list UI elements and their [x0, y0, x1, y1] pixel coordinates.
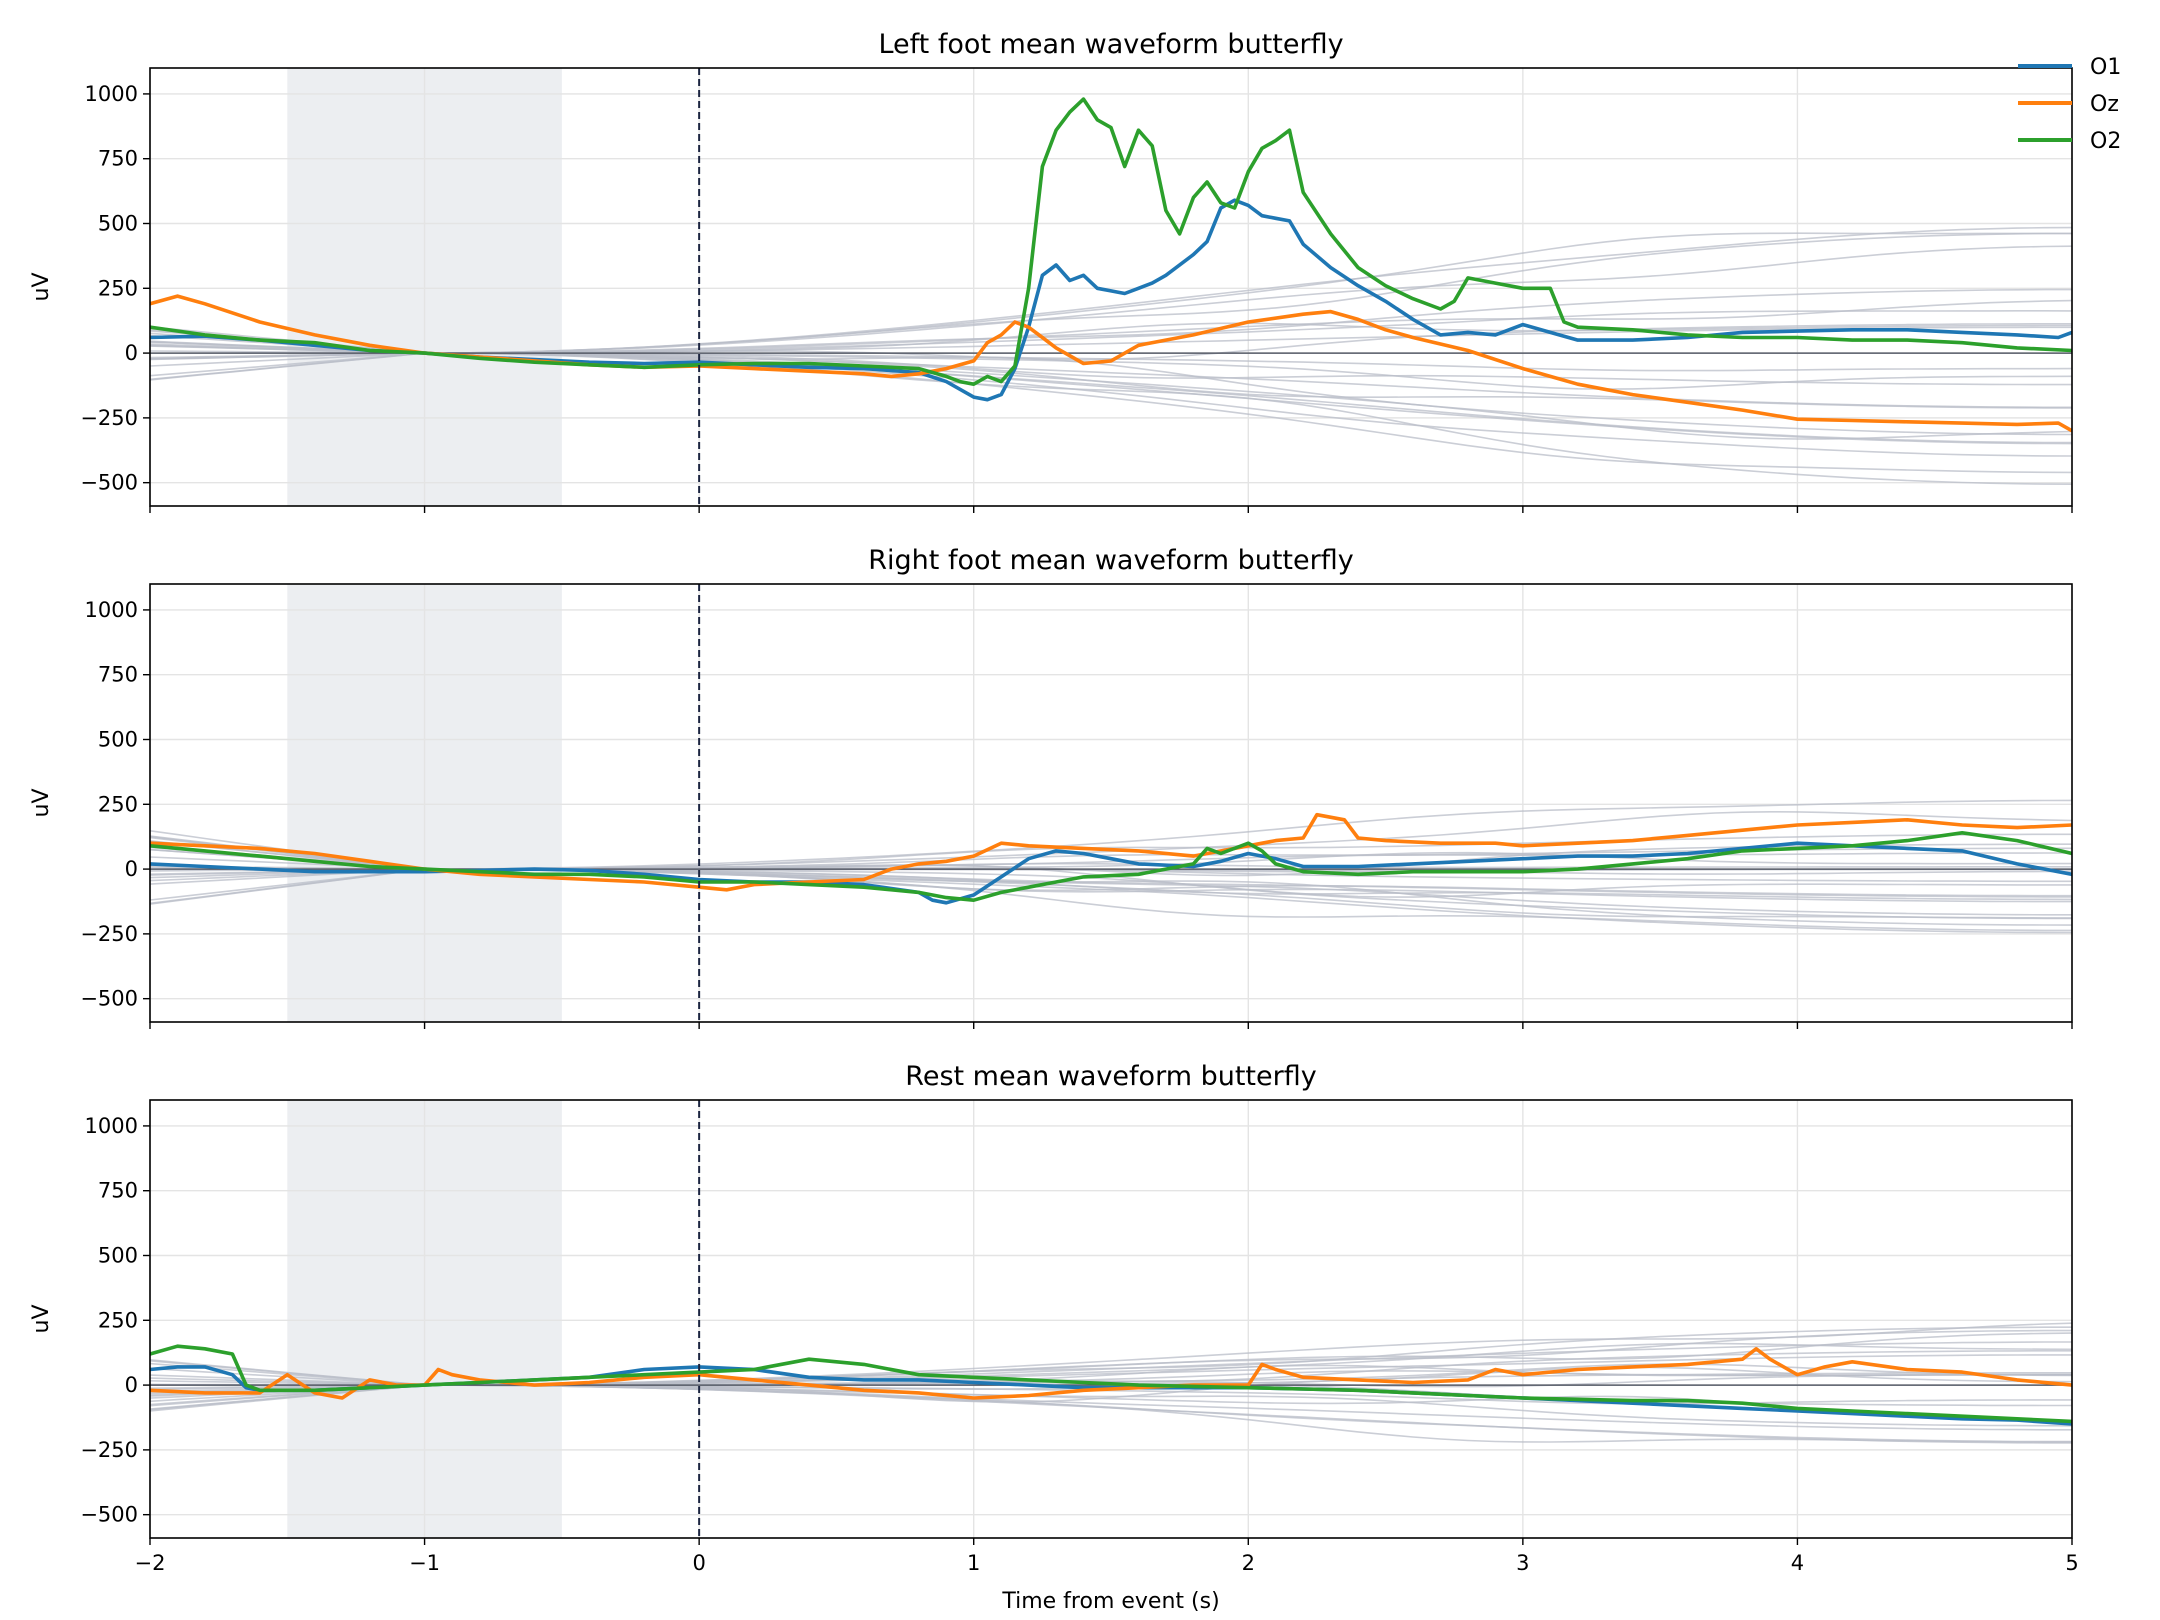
y-tick-label: 0 — [125, 341, 138, 365]
y-tick-label: 500 — [98, 1244, 138, 1268]
y-tick-label: 750 — [98, 147, 138, 171]
y-tick-label: 750 — [98, 663, 138, 687]
y-tick-label: 250 — [98, 792, 138, 816]
y-axis-label: uV — [29, 273, 54, 302]
x-tick-label: 0 — [692, 1551, 705, 1575]
panel-1: −500 −250 0 250 500 750 1000 uV Left foot mean w… — [29, 29, 2073, 513]
y-tick-label: −500 — [80, 471, 138, 495]
y-tick-label: 500 — [98, 212, 138, 236]
x-tick-label: 5 — [2065, 1551, 2078, 1575]
series-line-o2 — [150, 831, 2072, 902]
y-tick-label: 500 — [98, 728, 138, 752]
y-tick-label: 1000 — [85, 82, 138, 106]
x-tick-label: 2 — [1242, 1551, 1255, 1575]
plot-frame — [149, 583, 2073, 1023]
y-tick-label: −500 — [80, 1503, 138, 1527]
panel-title: Right foot mean waveform butterfly — [868, 545, 1353, 576]
highlighted-series — [150, 97, 2072, 433]
legend-label-o1: O1 — [2090, 55, 2121, 80]
panel-title: Rest mean waveform butterfly — [905, 1061, 1316, 1092]
x-tick-label: 1 — [967, 1551, 980, 1575]
y-tick-label: −250 — [80, 922, 138, 946]
y-axis-label: uV — [29, 789, 54, 818]
y-axis-label: uV — [29, 1305, 54, 1334]
y-tick-label: 0 — [125, 1373, 138, 1397]
x-tick-label: 3 — [1516, 1551, 1529, 1575]
y-tick-label: 250 — [98, 1308, 138, 1332]
y-tick-label: −250 — [80, 1438, 138, 1462]
series-line-o2 — [150, 97, 2072, 386]
x-tick-label: −1 — [409, 1551, 440, 1575]
legend-label-oz: Oz — [2090, 92, 2119, 117]
panel-3: −500 −250 0 250 500 750 1000 −2 −1 0 1 2 3 4 5 uV Rest m… — [29, 1061, 2079, 1575]
y-tick-label: −250 — [80, 406, 138, 430]
series-line-oz — [150, 812, 2072, 892]
x-tick-label: −2 — [135, 1551, 166, 1575]
legend: O1 Oz O2 — [2018, 55, 2121, 154]
y-tick-label: 1000 — [85, 598, 138, 622]
series-line-o1 — [150, 841, 2072, 905]
highlighted-series — [150, 1344, 2072, 1426]
y-tick-label: 250 — [98, 276, 138, 300]
y-tick-label: −500 — [80, 987, 138, 1011]
y-tick-label: 750 — [98, 1179, 138, 1203]
legend-label-o2: O2 — [2090, 129, 2121, 154]
series-line-o2 — [150, 1344, 2072, 1424]
y-tick-label: 1000 — [85, 1114, 138, 1138]
plot-frame — [149, 1099, 2073, 1539]
plot-frame — [149, 67, 2073, 507]
panel-title: Left foot mean waveform butterfly — [878, 29, 1343, 60]
panel-2: −500 −250 0 250 500 750 1000 uV Right foot mean … — [29, 545, 2073, 1029]
series-line-o1 — [150, 198, 2072, 402]
x-tick-label: 4 — [1791, 1551, 1804, 1575]
highlighted-series — [150, 812, 2072, 905]
y-tick-label: 0 — [125, 857, 138, 881]
x-axis-label: Time from event (s) — [1001, 1589, 1219, 1614]
